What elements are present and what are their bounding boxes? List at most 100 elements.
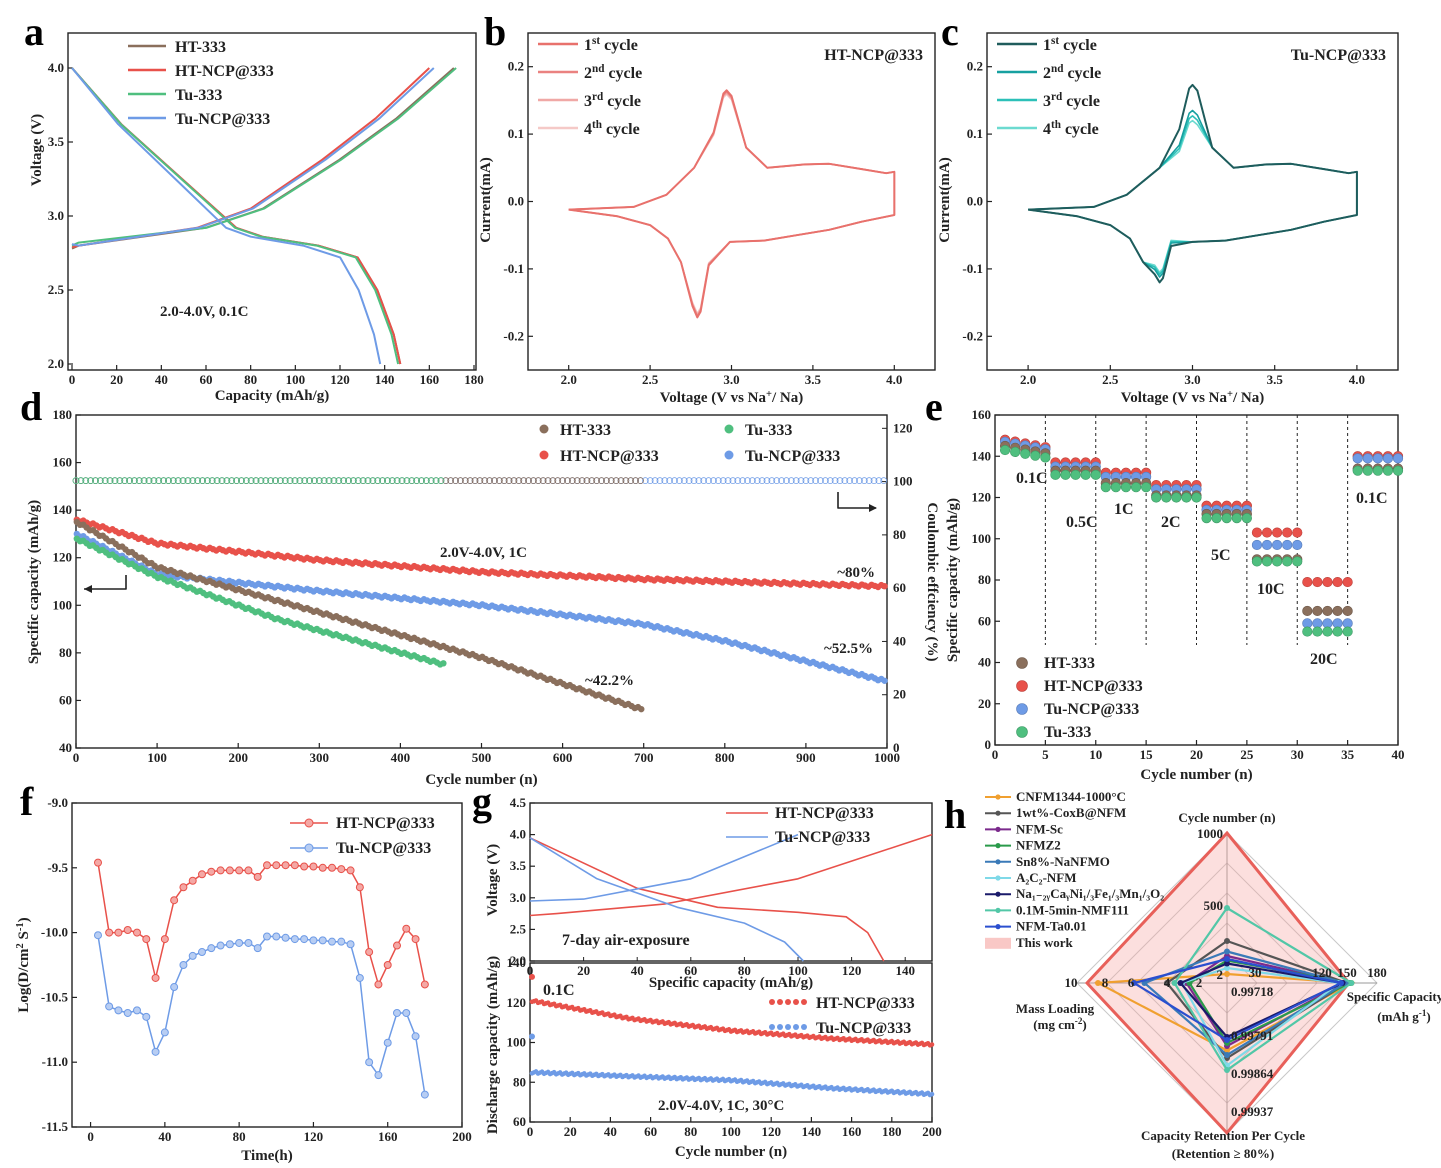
x-axis-title: Specific capacity (mAh/g): [649, 975, 813, 991]
ce-point: [476, 477, 484, 484]
x-tick-label: 25: [1240, 747, 1254, 762]
data-point: [114, 1006, 123, 1015]
radar-point: [1224, 965, 1230, 971]
text-part: (mg cm: [1033, 1017, 1075, 1032]
ce-point: [530, 477, 537, 484]
ce-point: [131, 477, 138, 484]
text-part: -1: [15, 922, 26, 931]
x-tick-label: 40: [158, 1129, 171, 1144]
data-point: [374, 980, 383, 989]
legend-label: 4th cycle: [1043, 119, 1099, 138]
ce-point: [423, 477, 430, 484]
radar-tick: 0.99864: [1231, 1066, 1274, 1081]
y-tick-label: 0.2: [508, 59, 524, 74]
text-part: cycle: [1059, 37, 1097, 54]
ce-point: [651, 477, 659, 484]
data-point: [318, 863, 327, 872]
x-tick-label: 140: [375, 372, 395, 387]
ce-point: [184, 477, 192, 484]
panel-f: 0 40 80 120 160 200 -11.5 -11.0 -10.5 -10.0 -9.5 -9…: [15, 795, 472, 1164]
data-point: [263, 932, 271, 941]
ce-point: [822, 477, 829, 484]
ce-point: [700, 477, 708, 484]
radar-this-work: [1084, 830, 1351, 1136]
panel-title: HT-NCP@333: [824, 47, 923, 64]
capacity-point: [1282, 556, 1293, 567]
ce-point: [491, 477, 498, 484]
data-point: [393, 1008, 401, 1017]
legend-label: 0.1M-5min-NMF111: [1016, 902, 1129, 917]
capacity-point: [1322, 576, 1333, 588]
ce-point: [856, 477, 863, 484]
ce-point: [354, 477, 362, 484]
radar-point: [1164, 980, 1170, 986]
ce-point: [544, 477, 552, 484]
ce-point: [92, 477, 99, 484]
capacity-point: [1090, 469, 1101, 480]
x-tick-label: 200: [922, 1124, 942, 1139]
cv-cycle-1: [568, 89, 896, 319]
ce-point: [471, 477, 479, 484]
x-tick-label: 20: [577, 963, 590, 978]
capacity-point: [1211, 513, 1222, 524]
x-tick-label: 80: [684, 1124, 697, 1139]
arrow-left: [84, 575, 127, 590]
ce-point: [247, 477, 255, 484]
y-tick-label: 80: [978, 572, 991, 587]
ce-point: [695, 477, 703, 484]
ce-point: [301, 477, 309, 484]
radar-tick: 2: [1196, 975, 1203, 990]
radar-tick: 6: [1128, 975, 1135, 990]
capacity-point: [1221, 513, 1232, 524]
text-part: Log(D/cm: [16, 948, 32, 1013]
cv-cycle-3: [1027, 115, 1358, 276]
x-tick-label: 200: [452, 1129, 472, 1144]
data-point: [328, 863, 336, 872]
legend-marker: [1016, 657, 1028, 669]
ce-point: [622, 477, 630, 484]
ce-point: [281, 477, 289, 484]
data-point: [170, 896, 179, 905]
data-point: [142, 935, 151, 944]
x-tick-label: 3.0: [1184, 372, 1200, 387]
legend-label: NFMZ2: [1016, 838, 1061, 853]
y-tick-label: -11.5: [42, 1119, 69, 1134]
legend-marker: [304, 843, 314, 853]
panel-h: 1000 500 2 30 120 150 180 0.99718 0.99791 0.99864…: [985, 789, 1441, 1161]
y-tick-label: 3.5: [48, 134, 65, 149]
ce-point: [797, 477, 805, 484]
ce-point: [802, 477, 810, 484]
x-tick-label: 15: [1140, 747, 1154, 762]
legend-label: CNFM1344-1000°C: [1016, 789, 1126, 804]
y-tick-label: 60: [59, 692, 72, 707]
text-part: th: [592, 119, 603, 131]
legend-label: Tu-NCP@333: [1044, 701, 1139, 718]
text-part: th: [1051, 119, 1062, 131]
capacity-point: [1312, 605, 1323, 617]
radar-point: [1224, 905, 1230, 911]
ce-point: [612, 477, 620, 484]
y2-tick-label: 100: [893, 474, 913, 489]
ce-point: [481, 477, 489, 484]
text-part: cycle: [603, 93, 641, 110]
y-tick-label: 2.5: [510, 921, 527, 936]
x-tick-label: 20: [1190, 747, 1203, 762]
panel-b: 2.0 2.5 3.0 3.5 4.0 -0.2 -0.1 0.0 0.1 0.2 Voltage …: [478, 32, 936, 406]
x-tick-label: 300: [310, 750, 330, 765]
legend-marker: [1016, 703, 1028, 715]
legend-label: Na₁₋₂ᵧCaᵧNi₁/₃Fe₁/₃Mn₁/₃O₂: [1016, 886, 1164, 901]
discharge-curve: [71, 67, 400, 365]
y2-tick-label: 40: [893, 633, 906, 648]
ce-point: [568, 477, 576, 484]
ce-point: [617, 477, 625, 484]
data-point: [420, 980, 429, 989]
capacity-point: [1030, 450, 1041, 461]
ce-point: [627, 477, 635, 484]
charge-curve: [71, 67, 457, 247]
radar-tick: 1000: [1197, 826, 1223, 841]
ce-point: [763, 477, 771, 484]
ce-point: [277, 477, 284, 484]
capacity-point: [1241, 513, 1252, 524]
legend-marker: [777, 999, 783, 1005]
legend-marker: [539, 450, 549, 460]
